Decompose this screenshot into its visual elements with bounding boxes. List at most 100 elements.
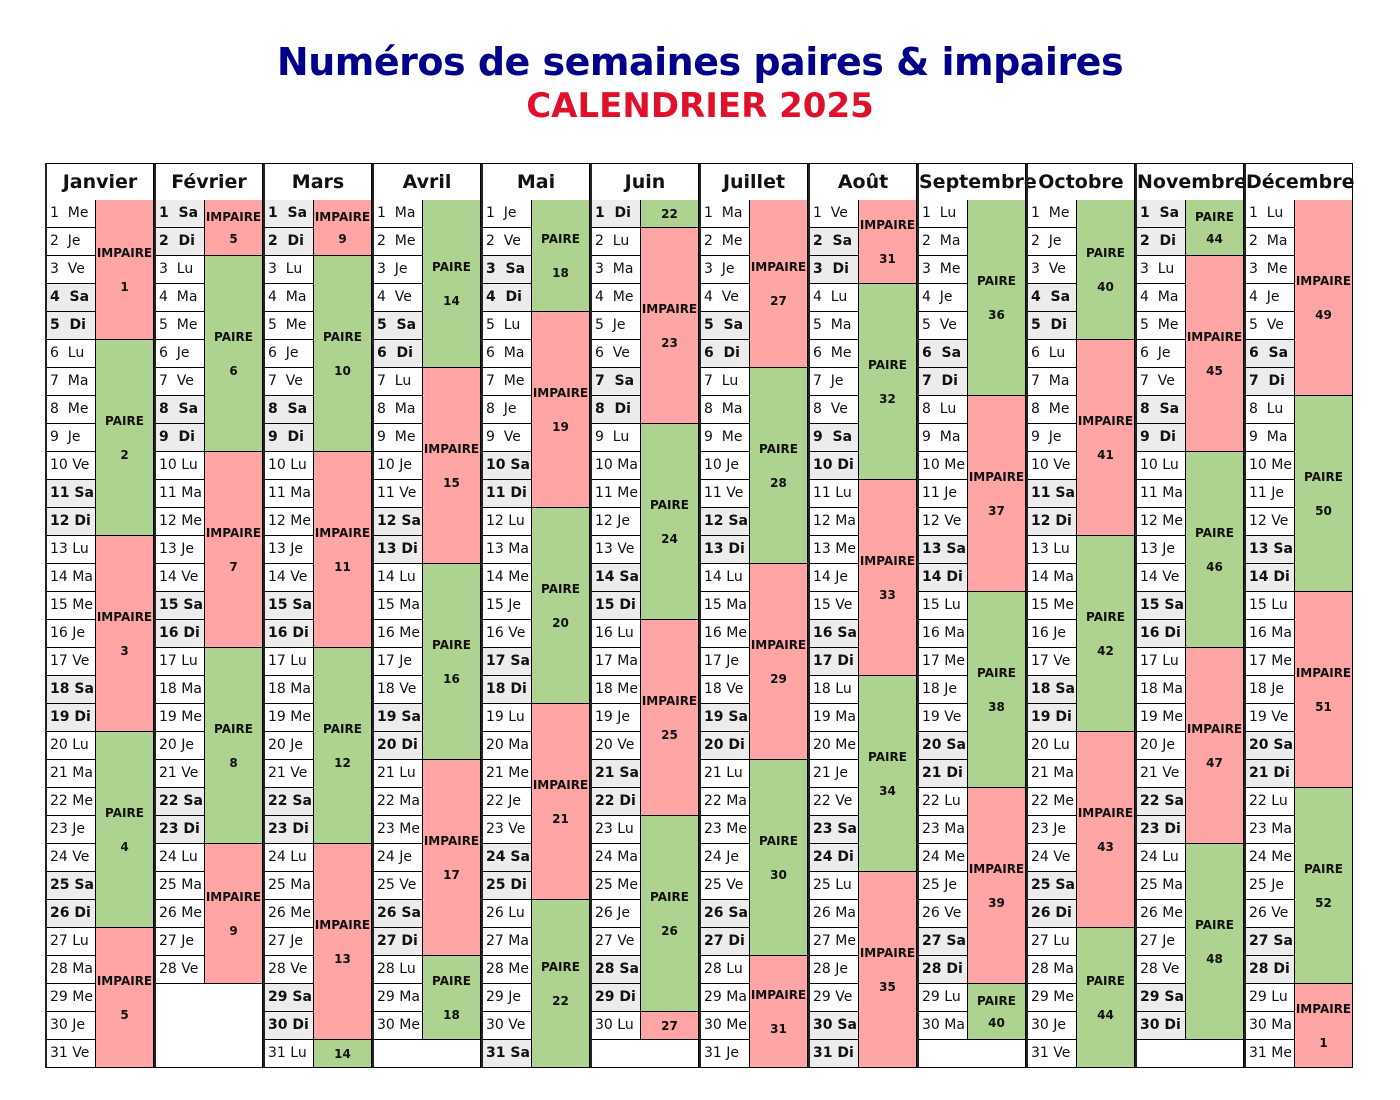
day-cell: 16 Ma xyxy=(919,620,968,648)
day-cell: 26 Lu xyxy=(483,900,532,928)
week-number-block: PAIRE 22 xyxy=(532,900,589,1068)
day-cell: 26 Me xyxy=(156,900,205,928)
day-cell: 22 Lu xyxy=(919,788,968,816)
day-cell: 13 Lu xyxy=(1028,536,1077,564)
day-cell: 20 Sa xyxy=(919,732,968,760)
day-cell: 4 Ma xyxy=(265,284,314,312)
day-cell: 30 Sa xyxy=(810,1012,859,1040)
day-cell: 17 Di xyxy=(810,648,859,676)
week-number-block: IMPAIRE 51 xyxy=(1295,592,1352,788)
day-cell: 9 Me xyxy=(701,424,750,452)
day-cell: 4 Je xyxy=(1246,284,1295,312)
day-cell: 2 Ve xyxy=(483,228,532,256)
day-cell: 12 Lu xyxy=(483,508,532,536)
day-cell: 25 Ma xyxy=(156,872,205,900)
day-cell: 10 Sa xyxy=(483,452,532,480)
day-cell: 28 Me xyxy=(483,956,532,984)
day-cell: 1 Ve xyxy=(810,200,859,228)
day-cell: 14 Lu xyxy=(701,564,750,592)
day-cell: 8 Ve xyxy=(810,396,859,424)
day-cell: 24 Lu xyxy=(265,844,314,872)
week-number-block: IMPAIRE 47 xyxy=(1186,648,1243,844)
week-number-block: PAIRE 24 xyxy=(641,424,698,620)
day-cell: 15 Sa xyxy=(265,592,314,620)
day-cell: 27 Sa xyxy=(919,928,968,956)
day-cell: 14 Ve xyxy=(1137,564,1186,592)
day-cell: 31 Je xyxy=(701,1040,750,1068)
day-cell: 22 Di xyxy=(592,788,641,816)
day-cell: 10 Lu xyxy=(156,452,205,480)
day-cell: 1 Lu xyxy=(1246,200,1295,228)
week-number-block: PAIRE 44 xyxy=(1077,928,1134,1068)
day-cell: 17 Lu xyxy=(1137,648,1186,676)
day-cell: 18 Lu xyxy=(810,676,859,704)
day-cell: 25 Ve xyxy=(701,872,750,900)
week-number-block: PAIRE 52 xyxy=(1295,788,1352,984)
day-cell: 13 Je xyxy=(1137,536,1186,564)
day-cell: 28 Ve xyxy=(265,956,314,984)
day-cell: 21 Lu xyxy=(701,760,750,788)
day-cell: 26 Me xyxy=(1137,900,1186,928)
day-cell: 30 Me xyxy=(701,1012,750,1040)
week-number-block: 22 xyxy=(641,200,698,228)
week-number-block: IMPAIRE 19 xyxy=(532,312,589,508)
day-cell: 26 Ve xyxy=(1246,900,1295,928)
day-cell: 12 Me xyxy=(1137,508,1186,536)
day-cell: 19 Sa xyxy=(374,704,423,732)
week-number-block: PAIRE 50 xyxy=(1295,396,1352,592)
day-cell: 3 Me xyxy=(919,256,968,284)
day-cell: 12 Di xyxy=(47,508,96,536)
day-cell: 21 Sa xyxy=(592,760,641,788)
week-number-block: PAIRE 40 xyxy=(968,984,1025,1040)
day-cell: 30 Je xyxy=(1028,1012,1077,1040)
day-cell: 6 Ma xyxy=(483,340,532,368)
day-cell: 19 Di xyxy=(1028,704,1077,732)
day-cell: 5 Je xyxy=(592,312,641,340)
day-cell: 3 Ve xyxy=(1028,256,1077,284)
day-cell: 3 Di xyxy=(810,256,859,284)
day-cell: 15 Me xyxy=(1028,592,1077,620)
week-number-block: PAIRE 14 xyxy=(423,200,480,368)
day-cell: 27 Di xyxy=(701,928,750,956)
week-number-block: IMPAIRE 13 xyxy=(314,844,371,1040)
day-cell: 16 Di xyxy=(156,620,205,648)
day-cell: 10 Ma xyxy=(592,452,641,480)
day-cell: 14 Ma xyxy=(47,564,96,592)
month-header: Juillet xyxy=(701,164,807,201)
day-cell: 12 Me xyxy=(265,508,314,536)
day-cell: 11 Ma xyxy=(156,480,205,508)
day-cell: 30 Ve xyxy=(483,1012,532,1040)
day-cell: 11 Lu xyxy=(810,480,859,508)
day-cell: 3 Lu xyxy=(156,256,205,284)
week-number-block: IMPAIRE 31 xyxy=(859,200,916,284)
month-column: Novembre 1 Sa 2 Di PAIRE 44 3 Lu 4 Ma 5 Me 6 Je 7… xyxy=(1135,163,1247,1068)
day-cell: 11 Ma xyxy=(265,480,314,508)
day-cell: 20 Je xyxy=(265,732,314,760)
day-cell: 24 Lu xyxy=(156,844,205,872)
day-cell: 28 Ma xyxy=(1028,956,1077,984)
day-cell: 23 Di xyxy=(1137,816,1186,844)
week-number-block: PAIRE 38 xyxy=(968,592,1025,788)
day-cell: 3 Me xyxy=(1246,256,1295,284)
day-cell: 16 Me xyxy=(701,620,750,648)
month-header: Octobre xyxy=(1028,164,1134,201)
month-column: Janvier 1 Me 2 Je 3 Ve 4 Sa 5 Di IMPAIRE 1 6 Lu 7… xyxy=(45,163,154,1068)
month-column: Mars 1 Sa 2 Di IMPAIRE 9 3 Lu 4 Ma 5 Me 6 Je 7 Ve… xyxy=(263,163,372,1068)
month-header: Novembre xyxy=(1137,164,1247,201)
day-cell: 29 Sa xyxy=(1137,984,1186,1012)
month-column: Septembre 1 Lu 2 Ma 3 Me 4 Je 5 Ve 6 Sa 7 Di PAI… xyxy=(917,163,1037,1068)
day-cell: 19 Lu xyxy=(483,704,532,732)
day-cell: 14 Lu xyxy=(374,564,423,592)
week-number-block: IMPAIRE 45 xyxy=(1186,256,1243,452)
day-cell: 17 Ma xyxy=(592,648,641,676)
day-cell: 5 Sa xyxy=(374,312,423,340)
week-number-block: PAIRE 10 xyxy=(314,256,371,452)
day-cell: 25 Ma xyxy=(1137,872,1186,900)
day-cell: 5 Lu xyxy=(483,312,532,340)
day-cell: 26 Sa xyxy=(701,900,750,928)
day-cell: 7 Ve xyxy=(265,368,314,396)
day-cell: 19 Me xyxy=(156,704,205,732)
week-number-block: PAIRE 28 xyxy=(750,368,807,564)
day-cell: 3 Ve xyxy=(47,256,96,284)
week-number-block: IMPAIRE 49 xyxy=(1295,200,1352,396)
